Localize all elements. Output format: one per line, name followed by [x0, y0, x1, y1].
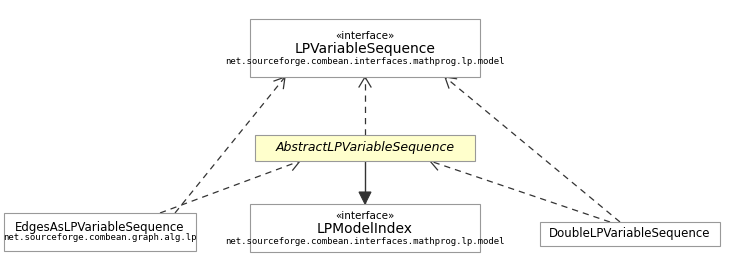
Text: net.sourceforge.combean.graph.alg.lp: net.sourceforge.combean.graph.alg.lp: [3, 234, 197, 242]
Text: «interface»: «interface»: [336, 31, 395, 41]
Text: net.sourceforge.combean.interfaces.mathprog.lp.model: net.sourceforge.combean.interfaces.mathp…: [225, 237, 504, 245]
Polygon shape: [359, 192, 371, 204]
Bar: [255, 135, 475, 161]
Bar: [250, 204, 480, 252]
Bar: [250, 19, 480, 77]
Text: AbstractLPVariableSequence: AbstractLPVariableSequence: [276, 142, 455, 155]
Text: DoubleLPVariableSequence: DoubleLPVariableSequence: [549, 227, 711, 240]
Text: «interface»: «interface»: [336, 211, 395, 221]
Text: LPModelIndex: LPModelIndex: [317, 222, 413, 236]
Text: LPVariableSequence: LPVariableSequence: [295, 42, 436, 56]
Bar: [540, 222, 720, 246]
Bar: [4, 213, 196, 251]
Text: EdgesAsLPVariableSequence: EdgesAsLPVariableSequence: [15, 220, 185, 234]
Text: net.sourceforge.combean.interfaces.mathprog.lp.model: net.sourceforge.combean.interfaces.mathp…: [225, 57, 504, 65]
